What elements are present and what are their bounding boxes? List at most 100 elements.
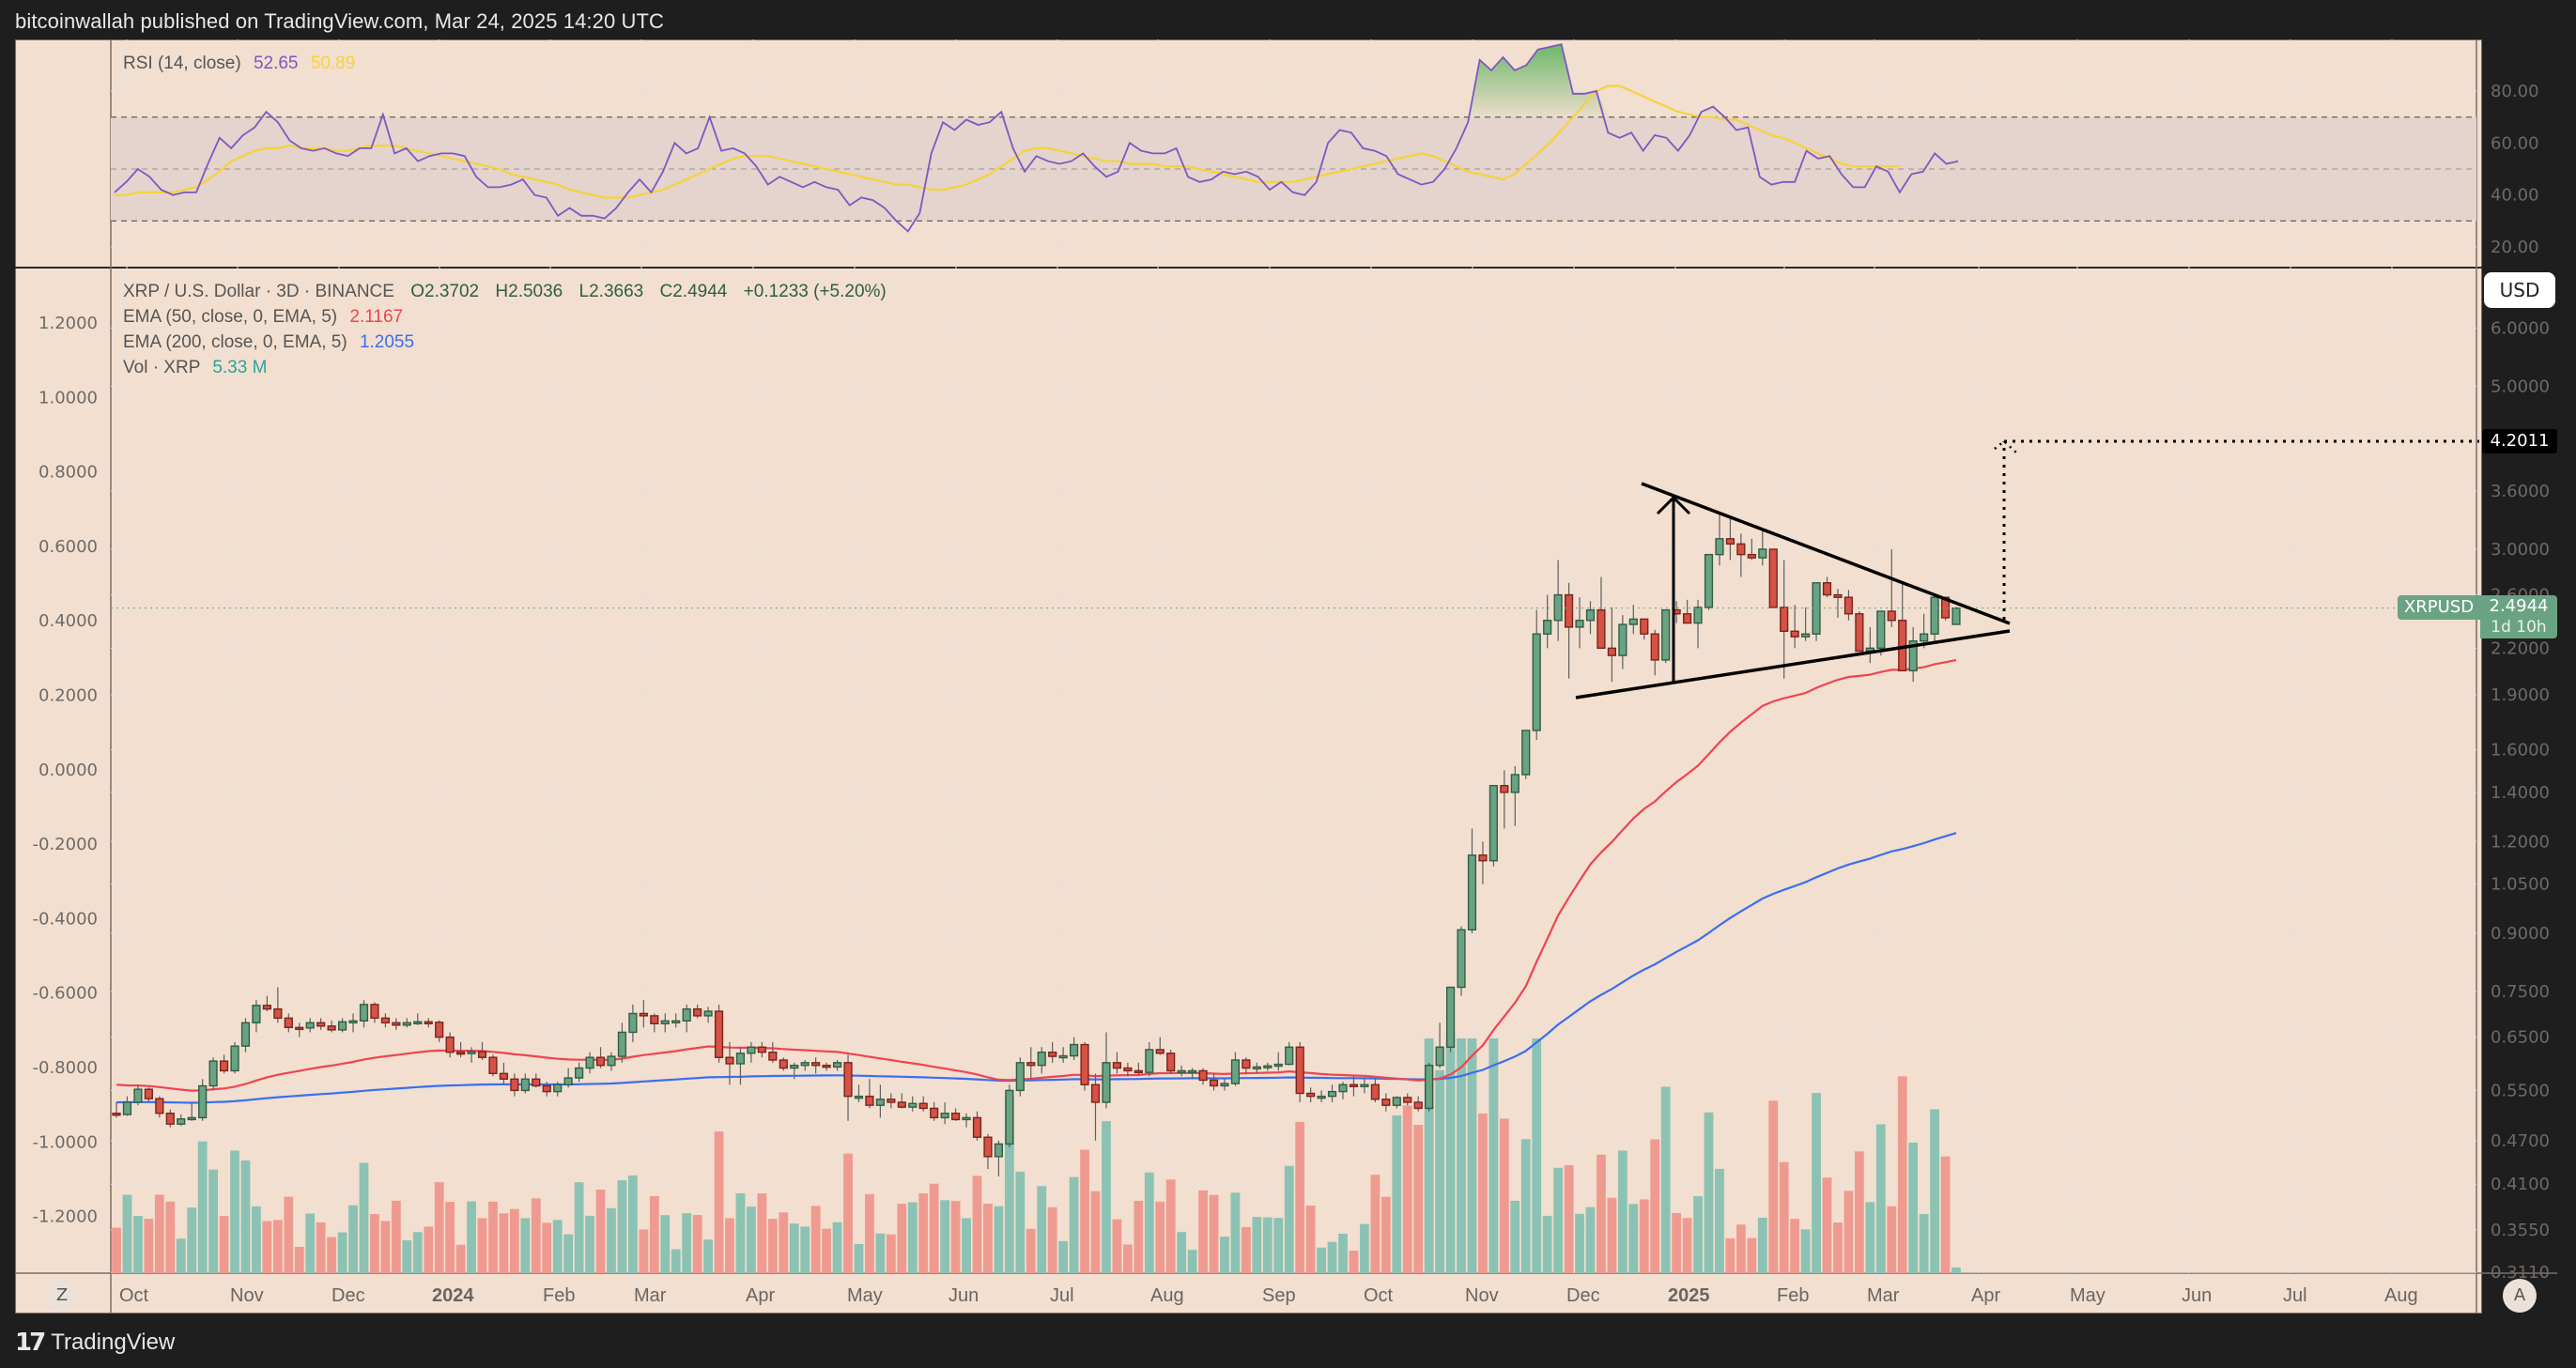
left-axis-tick: 0.6000 xyxy=(39,537,98,557)
ohlc-close: C2.4944 xyxy=(659,282,728,301)
time-axis-label: Aug xyxy=(1150,1285,1184,1306)
left-axis-tick: 0.2000 xyxy=(39,686,98,706)
price-axis-tick: 1.0500 xyxy=(2491,875,2550,895)
rsi-value: 52.65 xyxy=(253,54,299,73)
last-price-symbol-badge: XRPUSD xyxy=(2398,595,2480,620)
publish-caption: bitcoinwallah published on TradingView.c… xyxy=(15,9,665,33)
time-axis-label: Jun xyxy=(949,1285,979,1306)
time-axis-label: Feb xyxy=(1777,1285,1809,1306)
rsi-axis-tick: 80.00 xyxy=(2491,82,2539,101)
ema200-label: EMA (200, close, 0, EMA, 5) xyxy=(123,332,347,352)
left-axis-tick: 0.4000 xyxy=(39,611,98,631)
ohlc-high: H2.5036 xyxy=(495,282,563,301)
price-axis-tick: 1.4000 xyxy=(2491,783,2550,803)
rsi-axis-tick: 20.00 xyxy=(2491,238,2539,257)
symbol-row: XRP / U.S. Dollar · 3D · BINANCE O2.3702… xyxy=(123,279,887,304)
rsi-ma-value: 50.89 xyxy=(310,54,356,73)
zoom-reset-button[interactable]: Z xyxy=(45,1279,79,1313)
time-axis-label: Mar xyxy=(1867,1285,1900,1306)
rsi-axis-tick: 40.00 xyxy=(2491,186,2539,206)
time-axis-label: Jul xyxy=(2283,1285,2307,1306)
time-axis-label: Aug xyxy=(2384,1285,2418,1306)
candles xyxy=(112,514,1961,1177)
price-axis-tick: 0.3110 xyxy=(2491,1263,2550,1283)
rsi-overbought-fill xyxy=(115,44,1958,117)
price-axis-tick: 0.6500 xyxy=(2491,1028,2550,1048)
ema200-line xyxy=(116,832,1957,1104)
price-axis-tick: 2.2000 xyxy=(2491,638,2550,658)
rsi-legend: RSI (14, close) 52.65 50.89 xyxy=(123,51,355,76)
auto-scale-button[interactable]: A xyxy=(2503,1279,2537,1313)
left-axis-tick: -0.4000 xyxy=(33,909,98,929)
left-axis-tick: 1.2000 xyxy=(39,314,98,333)
symbol-title[interactable]: XRP / U.S. Dollar · 3D · BINANCE xyxy=(123,282,394,301)
volume-bars xyxy=(112,1038,1961,1273)
time-axis-label: Nov xyxy=(230,1285,264,1306)
ema50-row[interactable]: EMA (50, close, 0, EMA, 5) 2.1167 xyxy=(123,304,887,330)
rsi-axis-tick: 60.00 xyxy=(2491,133,2539,153)
time-axis-label: Nov xyxy=(1465,1285,1499,1306)
currency-button[interactable]: USD xyxy=(2484,272,2555,308)
time-axis-label: Oct xyxy=(1364,1285,1394,1306)
price-axis-tick: 0.4100 xyxy=(2491,1175,2550,1194)
rsi-line xyxy=(114,43,1959,233)
time-axis-label: Feb xyxy=(543,1285,575,1306)
left-axis-tick: -1.0000 xyxy=(33,1132,98,1152)
left-axis-tick: -0.8000 xyxy=(33,1058,98,1078)
price-axis-tick: 3.6000 xyxy=(2491,482,2550,501)
ohlc-low: L2.3663 xyxy=(578,282,644,301)
volume-label: Vol · XRP xyxy=(123,358,201,377)
time-axis-label: Oct xyxy=(119,1285,149,1306)
footer-brand: 17 TradingView xyxy=(15,1329,175,1357)
last-price-value: 2.4944 xyxy=(2489,596,2549,616)
volume-row[interactable]: Vol · XRP 5.33 M xyxy=(123,355,887,380)
projection-arrow-icon xyxy=(1994,439,2017,453)
time-axis-label: May xyxy=(2070,1285,2106,1306)
ema50-line xyxy=(116,658,1957,1092)
ohlc-change: +0.1233 (+5.20%) xyxy=(743,282,887,301)
time-axis-label: Mar xyxy=(634,1285,667,1306)
volume-value: 5.33 M xyxy=(212,358,268,377)
time-axis-label: May xyxy=(847,1285,883,1306)
bar-countdown: 1d 10h xyxy=(2491,618,2547,637)
ema200-row[interactable]: EMA (200, close, 0, EMA, 5) 1.2055 xyxy=(123,330,887,355)
lower-trendline xyxy=(1575,629,2011,699)
brand-name: TradingView xyxy=(51,1330,176,1355)
time-axis-label: Dec xyxy=(1566,1285,1600,1306)
ema200-value: 1.2055 xyxy=(359,332,415,352)
arrow-head-icon xyxy=(1656,495,1691,515)
price-axis-tick: 1.6000 xyxy=(2491,741,2550,761)
ema50-value: 2.1167 xyxy=(349,307,404,327)
time-axis-label: Jun xyxy=(2182,1285,2212,1306)
time-axis-label: Dec xyxy=(332,1285,365,1306)
time-axis-label: 2024 xyxy=(432,1285,474,1306)
price-axis-tick: 0.9000 xyxy=(2491,924,2550,944)
last-price-badge: 2.4944 1d 10h xyxy=(2480,595,2557,638)
time-axis-label: Apr xyxy=(1971,1285,2000,1306)
time-axis-label: 2025 xyxy=(1668,1285,1710,1306)
left-axis-tick: -1.2000 xyxy=(33,1207,98,1227)
rsi-ma-line xyxy=(115,85,1900,199)
tradingview-logo-icon: 17 xyxy=(15,1329,46,1357)
price-axis-tick: 0.5500 xyxy=(2491,1081,2550,1100)
target-price-label: 4.2011 xyxy=(2482,429,2557,453)
left-axis-tick: -0.2000 xyxy=(33,835,98,854)
price-axis-tick: 5.0000 xyxy=(2491,377,2550,396)
time-axis-label: Apr xyxy=(746,1285,775,1306)
upper-trendline xyxy=(1641,482,2011,625)
price-axis-tick: 1.9000 xyxy=(2491,685,2550,705)
time-axis-label: Jul xyxy=(1050,1285,1074,1306)
triangle-pattern xyxy=(1575,439,2479,699)
time-axis-label: Sep xyxy=(1262,1285,1296,1306)
left-axis-tick: 0.8000 xyxy=(39,463,98,483)
ema50-label: EMA (50, close, 0, EMA, 5) xyxy=(123,307,338,327)
price-axis-tick: 0.7500 xyxy=(2491,982,2550,1002)
left-axis-tick: -0.6000 xyxy=(33,984,98,1004)
price-axis-tick: 6.0000 xyxy=(2491,318,2550,338)
price-axis-tick: 1.2000 xyxy=(2491,832,2550,852)
price-axis-tick: 3.0000 xyxy=(2491,540,2550,560)
chart-frame xyxy=(15,39,2482,1314)
rsi-legend-label: RSI (14, close) xyxy=(123,54,241,73)
price-axis-tick: 0.4700 xyxy=(2491,1131,2550,1151)
